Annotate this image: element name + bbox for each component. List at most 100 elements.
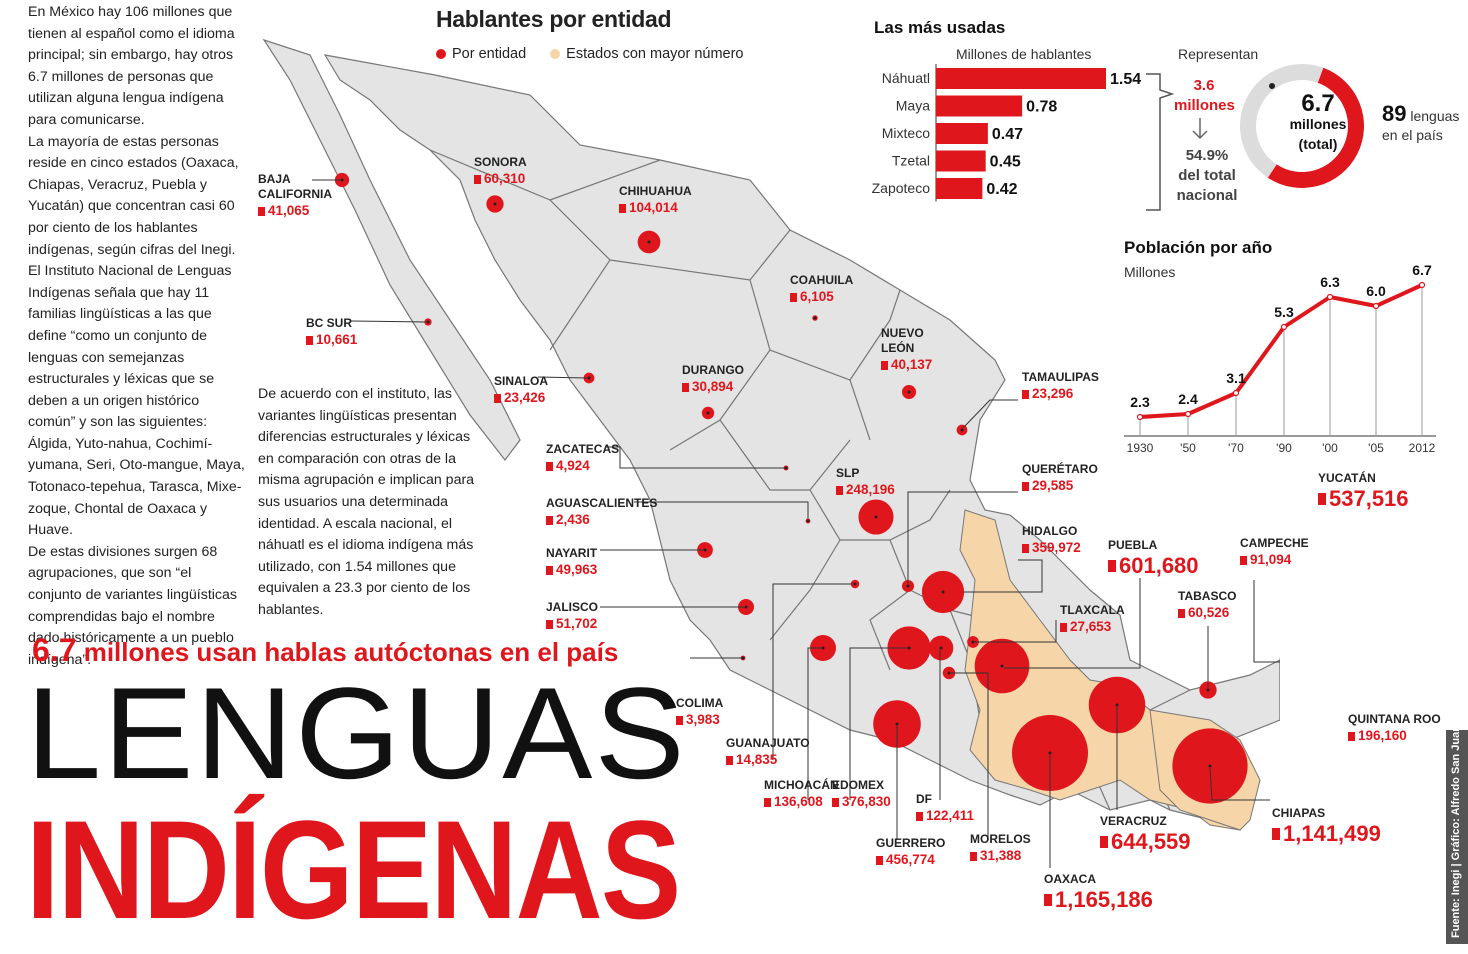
state-value-text: 40,137 [891,357,933,372]
credit-text: Fuente: Inegi | Gráfico: Alfredo San Jua… [1450,725,1462,938]
bar-zapoteco [936,178,983,199]
state-label-tabasco: TABASCO 60,526 [1178,589,1236,622]
line-value-label: 2.3 [1130,394,1150,410]
line-chart-title: Población por año [1124,238,1273,257]
callout-text-2: nacional [1176,187,1238,204]
donut-center-value: 6.7 [1301,90,1335,117]
bracket [1146,73,1174,211]
bar-label-nahuatl: Náhuatl [882,70,930,86]
state-label-nayarit: NAYARIT 49,963 [546,546,597,579]
state-value: 196,160 [1348,727,1441,745]
state-name-line2: LEÓN [881,341,915,355]
state-label-guerrero: GUERRERO 456,774 [876,836,945,869]
line-point [1280,323,1288,331]
line-x-tick: '50 [1180,441,1196,455]
arrow-down-icon [1192,118,1208,140]
leader-tlaxcala [975,620,1057,643]
state-value: 3,983 [676,711,723,729]
bar-tzetal [936,150,986,172]
leader-queretaro [907,491,1018,584]
bar-mixteco [936,123,988,144]
state-value: 456,774 [876,851,945,869]
state-name: TAMAULIPAS [1022,370,1099,384]
bubble-center-guerrero [895,722,899,726]
leader-sinaloa [537,376,588,379]
bubble-center-chihuahua [647,240,651,244]
leader-tamaulipas [962,399,1018,429]
line-x-tick: 1930 [1127,441,1154,455]
donut-slice-resto [1240,64,1324,178]
state-value: 27,653 [1060,618,1125,636]
state-label-aguascalientes: AGUASCALIENTES 2,436 [546,496,657,529]
state-value: 2,436 [546,511,657,529]
state-name: NAYARIT [546,546,598,560]
state-value-text: 30,894 [692,379,734,394]
state-value: 40,137 [881,356,932,374]
bubble-center-michoacan [821,646,825,650]
value-marker-icon [1178,608,1185,618]
bubble-center-veracruz [1115,703,1119,707]
state-label-oaxaca: OAXACA 1,165,186 [1044,872,1153,913]
bar-value-maya: 0.78 [1026,99,1057,116]
state-label-michoacan: MICHOACÁN 136,608 [764,778,839,811]
value-marker-icon [546,461,553,471]
headline-line1: LENGUAS [26,660,687,806]
side-note-text-1: lenguas [1410,108,1460,124]
map-title: Hablantes por entidad [436,6,672,32]
bubble-center-coahuila [813,316,817,320]
state-name: DF [916,792,932,806]
state-label-queretaro: QUERÉTARO 29,585 [1022,462,1098,495]
bubble-center-hidalgo [941,590,945,594]
state-label-quintana-roo: QUINTANA ROO 196,160 [1348,712,1441,745]
bubble-center-slp [874,515,878,519]
state-value-text: 104,014 [629,200,678,215]
callout-text-1: del total [1178,167,1236,184]
state-value-text: 248,196 [846,482,895,497]
line-value-label: 6.0 [1366,283,1386,299]
state-label-chiapas: CHIAPAS 1,141,499 [1272,806,1381,847]
leader-zacatecas [606,446,784,469]
state-name: AGUASCALIENTES [546,496,658,510]
bar-value-mixteco: 0.47 [992,126,1023,143]
bar-value-nahuatl: 1.54 [1110,71,1141,88]
state-label-bc-sur: BC SUR 10,661 [306,316,357,349]
state-value-text: 41,065 [268,203,310,218]
value-marker-icon [790,292,797,302]
state-value-text: 23,296 [1032,386,1074,401]
state-value: 6,105 [790,288,853,306]
legend-item-por-entidad: Por entidad [452,46,527,62]
state-value: 31,388 [970,847,1031,865]
leader-hidalgo [963,559,1043,593]
bar-value-zapoteco: 0.42 [986,181,1017,198]
leader-campeche [1253,580,1280,663]
value-marker-icon [546,515,553,525]
subhead-number: 6.7 [32,632,77,668]
side-note-number: 89 [1382,101,1407,126]
value-marker-icon [970,851,977,861]
mexico-map [262,38,1280,868]
value-marker-icon [1100,836,1108,848]
callout-number: 3.6 [1193,77,1215,94]
donut-center-text-1: millones [1289,116,1347,132]
bubble-center-nayarit [703,548,707,552]
state-value: 49,963 [546,561,597,579]
value-marker-icon [881,360,888,370]
state-label-campeche: CAMPECHE 91,094 [1240,536,1309,569]
leader-michoacan [807,647,821,800]
state-value: 60,310 [474,170,527,188]
middle-text: De acuerdo con el instituto, las variant… [258,386,475,618]
line-chart: 2.3 1930 2.4 '50 3.1 '70 5.3 '90 6.3 '00 6.0 '05 6.7… [1124,262,1436,455]
state-name: CHIAPAS [1272,806,1326,820]
line-point [1232,389,1240,397]
state-name: HIDALGO [1022,524,1078,538]
bubble-center-oaxaca [1048,751,1052,755]
state-label-nuevo-leon: NUEVO LEÓN 40,137 [881,326,932,374]
state-name: DURANGO [682,363,744,377]
state-name: EDOMEX [832,778,885,792]
state-label-baja-california: BAJA CALIFORNIA 41,065 [258,172,332,220]
value-marker-icon [258,206,265,216]
bubble-center-sinaloa [587,376,591,380]
bubble-center-puebla [1000,664,1004,668]
map-legend: Por entidad Estados con mayor número [436,46,743,62]
state-name: SLP [836,466,860,480]
